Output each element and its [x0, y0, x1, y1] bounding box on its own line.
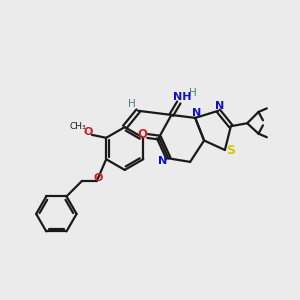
Text: CH₃: CH₃ — [69, 122, 86, 131]
Text: O: O — [83, 127, 92, 137]
Text: N: N — [192, 108, 201, 118]
Text: O: O — [138, 128, 148, 141]
Text: N: N — [158, 156, 167, 166]
Text: NH: NH — [172, 92, 191, 102]
Text: H: H — [189, 88, 197, 98]
Text: N: N — [214, 101, 224, 111]
Text: S: S — [226, 144, 235, 157]
Text: H: H — [128, 99, 135, 109]
Text: O: O — [94, 173, 103, 183]
